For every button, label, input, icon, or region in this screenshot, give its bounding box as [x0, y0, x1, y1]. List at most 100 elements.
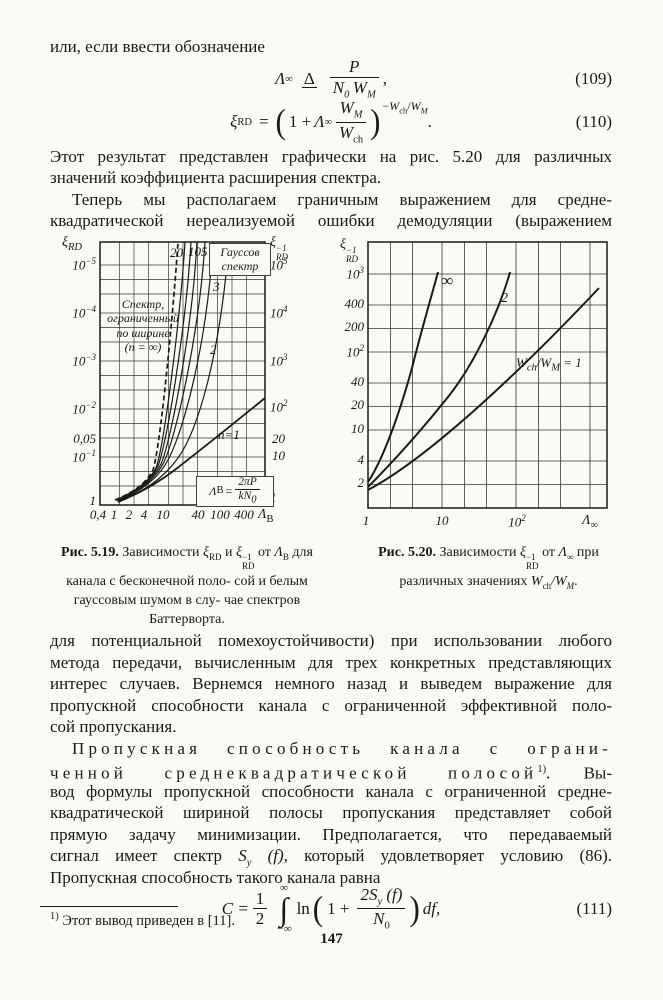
fig519-xtick: 10 [156, 507, 170, 522]
body-text: значений коэффициента расширения спектра… [50, 168, 382, 187]
fig519-plot [99, 241, 266, 506]
body-text: сигнал имеет спектр [50, 846, 223, 865]
body-text-line: Теперь мы располагаем граничным выражени… [50, 189, 612, 210]
fig519-ytick-left: 1 [89, 493, 97, 508]
fig519-band-limited-label: Спектр, ограниченный по ширине (n = ∞) [107, 297, 179, 355]
body-text: Пропускная способность такого канала рав… [50, 867, 381, 887]
body-text: . Вы- [546, 763, 612, 783]
equation-number: (110) [575, 112, 612, 131]
body-text-line: Пропускная способность канала с ограни- [50, 738, 612, 759]
fig519-curve-label-20: 20 [170, 245, 183, 260]
lambda-symbol: Λ [275, 69, 286, 88]
fig520-plot-border [367, 241, 608, 509]
equals-sign: = [258, 112, 269, 131]
fig519-curve-gauss [116, 241, 206, 502]
fig520-ytick: 2 [357, 475, 365, 490]
fig520-curve-label-2: 2 [501, 291, 508, 306]
equation-109: Λ ∞ Δ P N0 WM , (109) [50, 56, 612, 102]
body-text-line: квадратической шириной полосы пропускани… [50, 802, 612, 823]
fraction-denominator: Wch [336, 121, 367, 146]
fig519-xtick: 2 [125, 507, 133, 522]
fig520-curve-label-ratio1: Wch/WM = 1 [516, 355, 582, 374]
comma: , [382, 69, 387, 88]
fig519-curve-n2 [117, 241, 230, 502]
df-term: df, [422, 898, 441, 918]
fraction: WM Wch [336, 98, 367, 146]
integral-sign: ∞ ∫ −∞ [276, 881, 292, 936]
footnote-marker: 1) [537, 764, 547, 775]
fig520-ytick: 103 [346, 265, 365, 282]
xi-sub: RD [237, 116, 252, 128]
fig519-ytick-left: 10−4 [72, 304, 96, 321]
fraction-numerator: 2Sy (f) [360, 885, 403, 908]
body-text-line: метода передачи, вычисленным для трех ко… [50, 652, 612, 673]
body-text: , который удовлетворяет условию (86). [283, 846, 613, 865]
lambda-symbol: Λ [314, 112, 325, 131]
fig519-xtick: 40 [191, 507, 205, 522]
xi-symbol: ξ [230, 112, 238, 131]
fig519-ytick-left: 10−1 [72, 448, 96, 465]
footnote: 1) Этот вывод приведен в [11]. [50, 911, 235, 930]
equation-number: (111) [576, 899, 612, 918]
body-text: для потенциальной помехоустойчивости) пр… [50, 631, 612, 650]
fig519-xtick: 1 [110, 507, 118, 522]
fig519-xtick: 4 [140, 507, 148, 522]
caption-fig-5-20: Рис. 5.20. Зависимости ξ −1 RD от Λ∞ при р… [378, 545, 599, 591]
fig520-grid-vertical [390, 242, 591, 508]
body-text: сой пропускания. [50, 717, 177, 736]
open-paren: ( [275, 101, 286, 142]
body-text-line: значений коэффициента расширения спектра… [50, 167, 612, 188]
caption-number: Рис. 5.19. [61, 545, 119, 560]
fraction-denominator: N0 [357, 908, 406, 932]
fig519-ytick-right: 105 [270, 256, 288, 273]
fig519-curve-label-2: 2 [210, 342, 217, 357]
body-text-line: вод формулы пропускной способности канал… [50, 781, 612, 802]
equation-110-math: ξ RD = ( 1 + Λ ∞ WM Wch ) −Wch/WM . [230, 98, 432, 146]
fig520-ytick: 102 [346, 343, 365, 360]
fig519-curve-n20 [115, 241, 186, 501]
fig519-xtick: 100 [210, 507, 230, 522]
fig519-ytick-right: 10 [272, 448, 285, 463]
fig519-xaxis-label: ΛB [258, 507, 274, 525]
fig519-curve-n3 [116, 241, 214, 502]
body-text-line: интерес случаев. Вернемся немного назад … [50, 673, 612, 694]
emphasized-text: ченной среднеквадратической полосой [50, 763, 538, 783]
fig519-curve-label-n1: n=1 [218, 427, 240, 442]
figure-5-20: ξ −1 RD 103 400 200 102 40 20 10 4 2 1 10 … [338, 236, 638, 538]
body-text: Теперь мы располагаем граничным выражени… [72, 190, 612, 209]
footnote-text: Этот вывод приведен в [11]. [62, 912, 235, 929]
fig519-curve-label-5: 5 [201, 244, 208, 259]
body-text-line: сой пропускания. [50, 716, 612, 737]
fraction-numerator: P [349, 57, 360, 76]
fig519-gauss-spectrum-label: Гауссов спектр [209, 243, 271, 276]
fig519-ytick-right: 102 [270, 398, 288, 415]
fig520-curve-label-infinity: ∞ [441, 271, 454, 290]
lambda-sub: ∞ [324, 116, 333, 128]
fig520-curve-ratio2 [367, 271, 511, 488]
fig520-plot [367, 241, 608, 509]
math-inline: Sy (f) [238, 846, 284, 869]
equation-110: ξ RD = ( 1 + Λ ∞ WM Wch ) −Wch/WM . (110) [50, 98, 612, 146]
fig519-plot-border [99, 241, 266, 506]
fig520-ytick: 20 [351, 397, 364, 412]
fig520-grid-horizontal [368, 273, 607, 485]
open-paren: ( [312, 888, 324, 929]
fig519-xtick: 400 [234, 507, 254, 522]
body-text: квадратической нереализуемой ошибки демо… [50, 211, 612, 230]
body-text-line: для потенциальной помехоустойчивости) пр… [50, 630, 612, 651]
close-paren: ) [370, 101, 381, 142]
footnote-rule [40, 906, 178, 907]
caption-number: Рис. 5.20. [378, 545, 436, 560]
body-text: или, если ввести обозначение [50, 37, 265, 56]
delta-equal-sign: Δ [301, 69, 317, 88]
caption-fig-5-19: Рис. 5.19. Зависимости ξRD и ξ −1 RD от ΛB… [61, 545, 313, 627]
fig519-ytick-right: 103 [270, 352, 288, 369]
fig519-ylabel-right: ξ −1 RD [270, 235, 288, 263]
body-text: вод формулы пропускной способности канал… [50, 781, 612, 801]
fig520-xtick: 1 [362, 513, 370, 528]
fig519-ytick-right: 20 [272, 431, 285, 446]
close-paren: ) [409, 888, 420, 929]
